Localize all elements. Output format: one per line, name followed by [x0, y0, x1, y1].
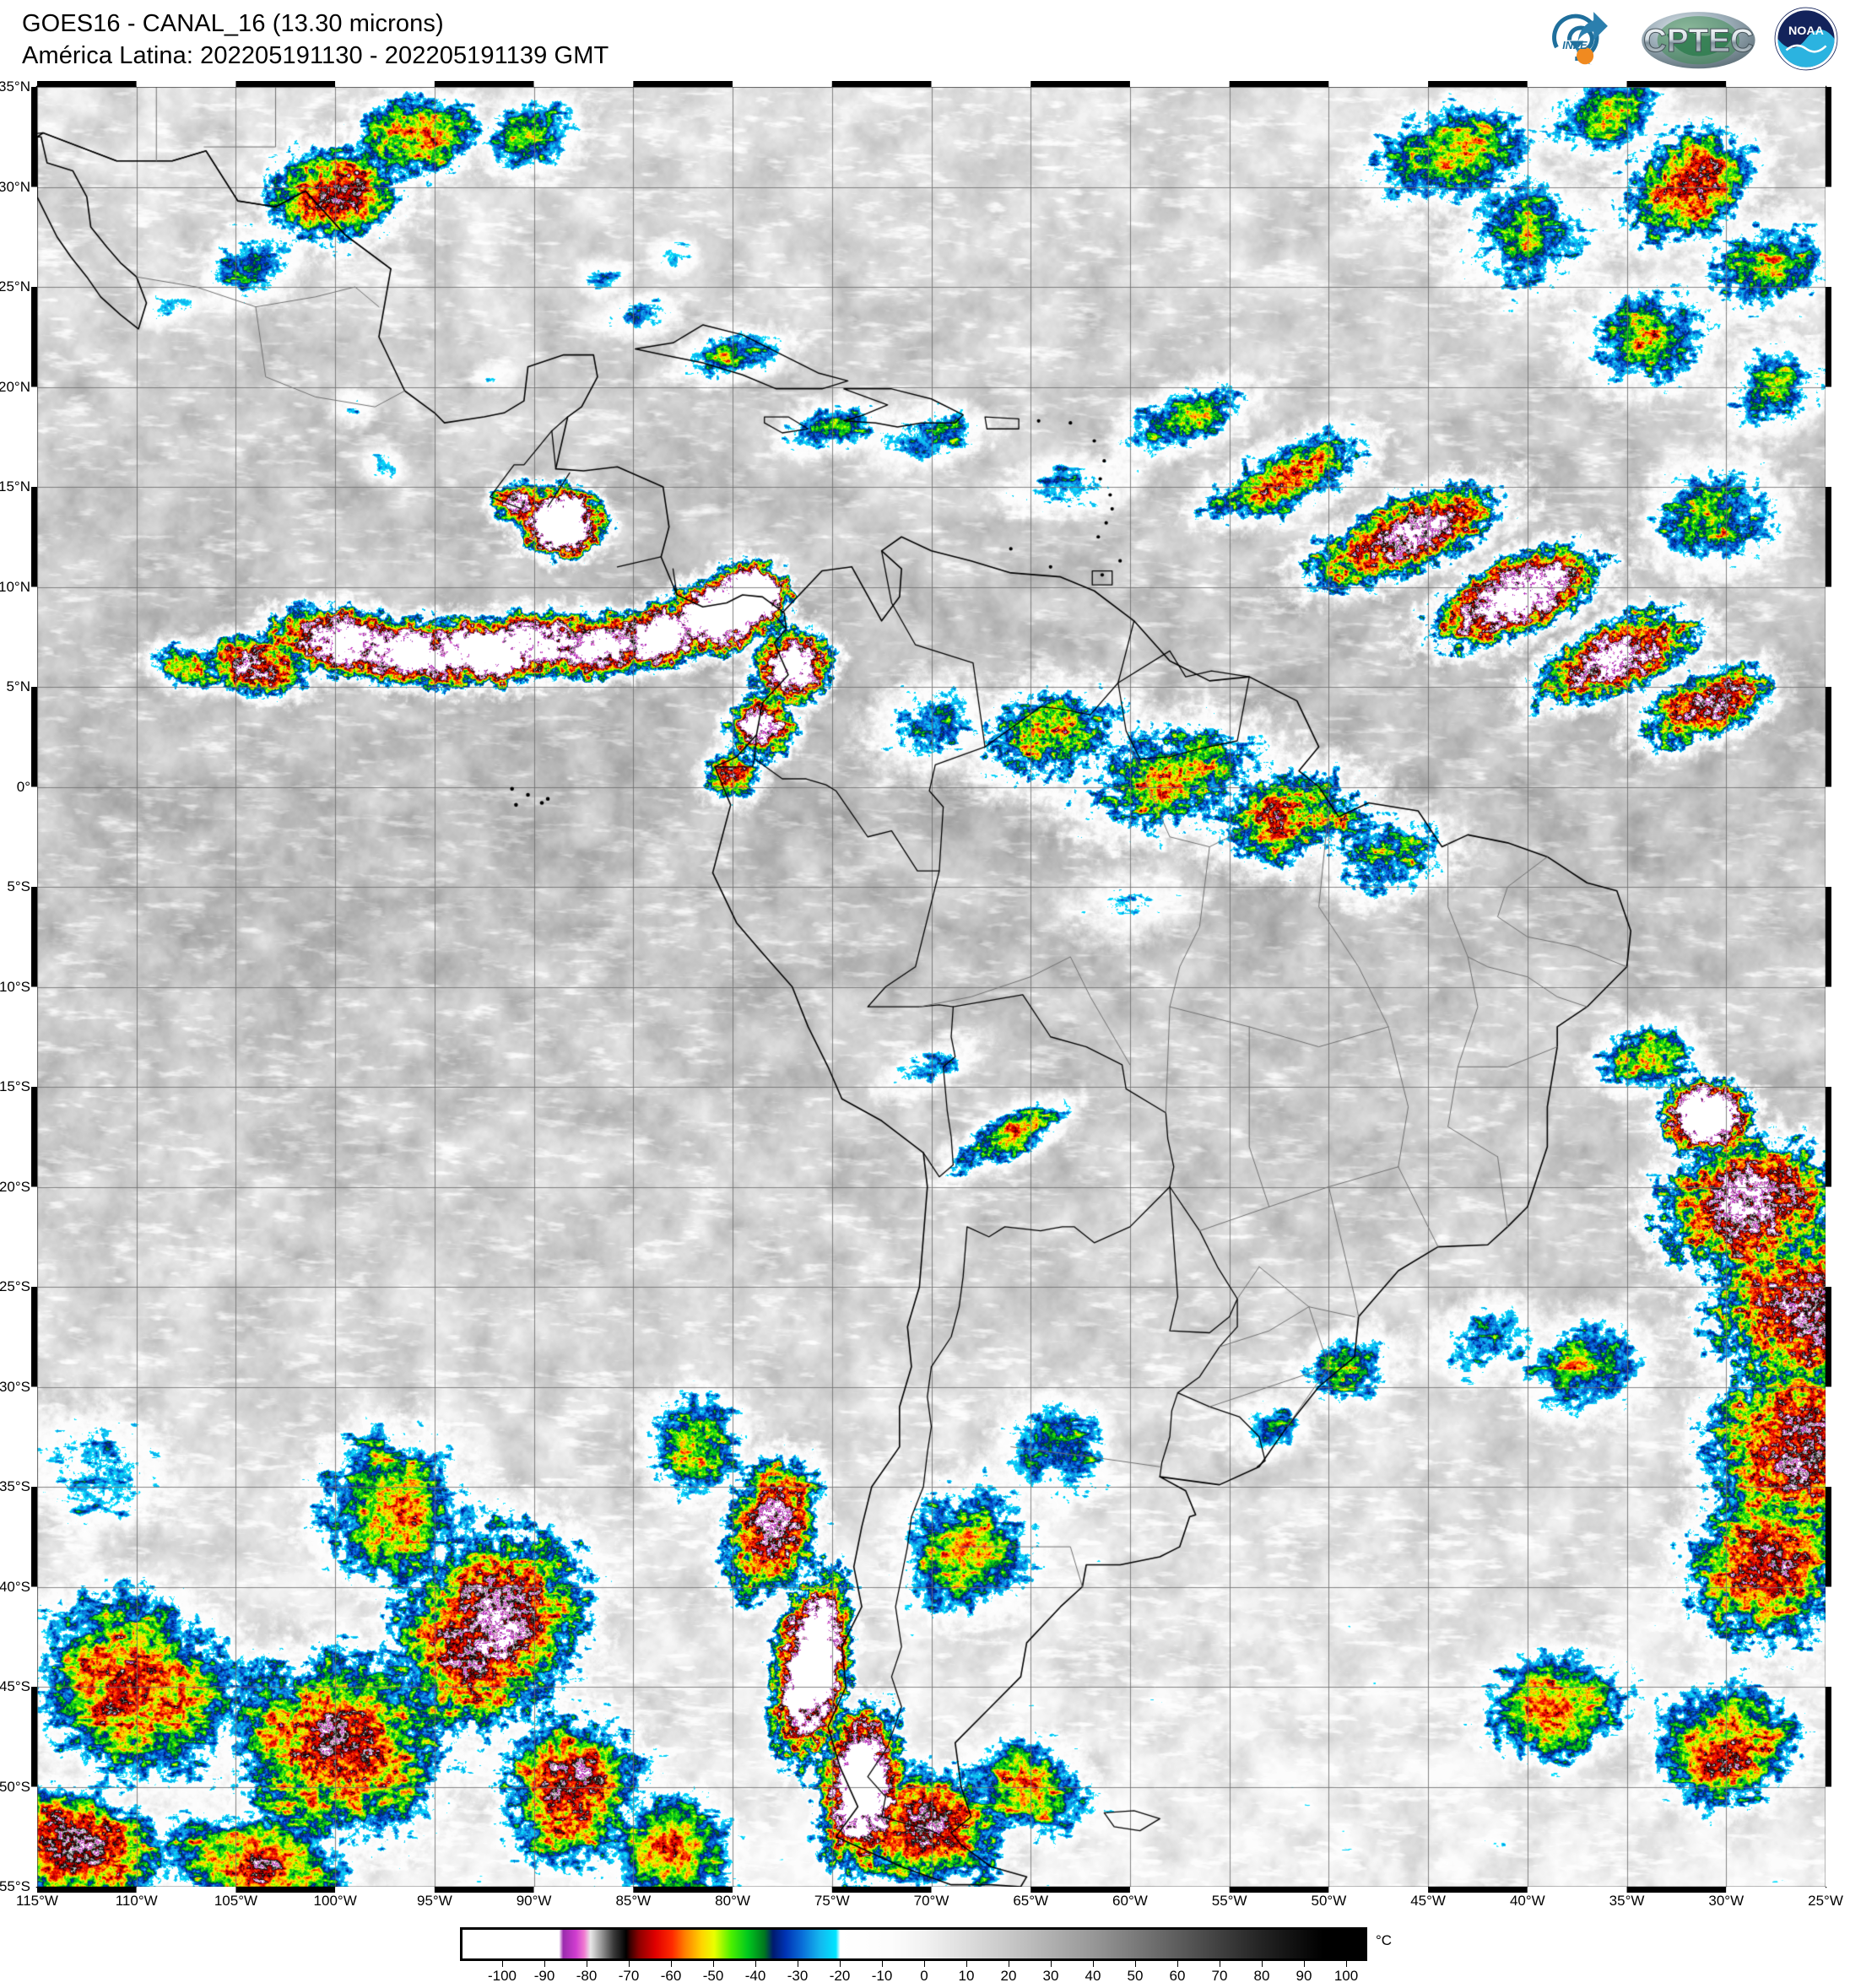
colorbar-tick-label: -50 [702, 1968, 724, 1984]
lat-tick-label: 25°N [0, 278, 30, 294]
lon-tick-label: 35°W [1609, 1893, 1645, 1909]
lat-tick-label: 25°S [0, 1278, 30, 1294]
colorbar-tick-label: 70 [1211, 1968, 1228, 1984]
lat-tick-label: 45°S [0, 1678, 30, 1694]
colorbar-unit-label: °C [1376, 1932, 1393, 1948]
colorbar-ticks [460, 1961, 1367, 1968]
lat-tick-label: 15°S [0, 1078, 30, 1094]
lat-tick-label: 15°N [0, 478, 30, 494]
colorbar-tick-label: 40 [1085, 1968, 1101, 1984]
colorbar-tick-label: 60 [1169, 1968, 1186, 1984]
colorbar-tick-label: 30 [1042, 1968, 1059, 1984]
lon-tick-label: 60°W [1112, 1893, 1148, 1909]
lon-tick-label: 95°W [416, 1893, 452, 1909]
colorbar-tick-label: -80 [576, 1968, 598, 1984]
lon-tick-label: 115°W [16, 1893, 58, 1909]
satellite-map[interactable] [31, 81, 1831, 1893]
lon-tick-label: 50°W [1311, 1893, 1347, 1909]
lat-tick-label: 20°N [0, 378, 30, 395]
lon-tick-label: 105°W [214, 1893, 258, 1909]
lon-tick-label: 80°W [715, 1893, 750, 1909]
lon-tick-label: 70°W [913, 1893, 949, 1909]
lon-tick-label: 65°W [1013, 1893, 1049, 1909]
lat-tick-label: 35°N [0, 78, 30, 95]
colorbar-gradient [462, 1930, 1365, 1958]
header: GOES16 - CANAL_16 (13.30 microns) Améric… [0, 0, 1850, 87]
lat-tick-label: 10°N [0, 578, 30, 595]
colorbar-tick-label: -40 [744, 1968, 766, 1984]
lat-tick-label: 30°S [0, 1378, 30, 1395]
lat-tick-label: 55°S [0, 1878, 30, 1894]
logo-strip: INPE CPTEC [1541, 2, 1842, 76]
longitude-axis: 115°W 110°W 105°W 100°W 95°W 90°W 85°W 80°W 75°W… [16, 1893, 1843, 1918]
lat-tick-label: 5°S [7, 878, 30, 894]
colorbar-tick-label: -90 [533, 1968, 555, 1984]
lon-tick-label: 75°W [814, 1893, 850, 1909]
colorbar-tick-label: 10 [958, 1968, 975, 1984]
inpe-logo-text: INPE [1563, 40, 1588, 51]
colorbar-tick-labels: -100 -90 -80 -70 -60 -50 -40 -30 -20 -10 0 10 20 30 40… [460, 1968, 1367, 1988]
lat-tick-label: 5°N [6, 678, 30, 694]
colorbar-tick-label: 0 [920, 1968, 928, 1984]
lon-tick-label: 25°W [1808, 1893, 1843, 1909]
cptec-logo: CPTEC [1642, 12, 1755, 69]
noaa-logo-text: NOAA [1788, 24, 1824, 38]
colorbar-tick-label: -70 [618, 1968, 640, 1984]
lon-tick-label: 100°W [313, 1893, 357, 1909]
inpe-logo: INPE [1552, 12, 1609, 65]
noaa-logo: NOAA [1772, 4, 1841, 73]
title-block: GOES16 - CANAL_16 (13.30 microns) Améric… [22, 8, 609, 72]
colorbar-tick-label: -30 [787, 1968, 809, 1984]
colorbar-tick-label: 100 [1333, 1968, 1359, 1984]
lat-tick-label: 50°S [0, 1778, 30, 1795]
lat-tick-label: 30°N [0, 178, 30, 195]
region-timestamp: América Latina: 202205191130 - 202205191… [22, 41, 609, 69]
lon-tick-label: 90°W [516, 1893, 552, 1909]
lon-tick-label: 85°W [615, 1893, 652, 1909]
colorbar-tick-label: -60 [660, 1968, 682, 1984]
lon-tick-label: 110°W [115, 1893, 158, 1909]
colorbar: -100 -90 -80 -70 -60 -50 -40 -30 -20 -10 0 10 20 30 40… [0, 1922, 1850, 1984]
colorbar-tick-label: 90 [1296, 1968, 1312, 1984]
lon-tick-label: 40°W [1509, 1893, 1545, 1909]
lon-tick-label: 45°W [1410, 1893, 1446, 1909]
satellite-imagery [37, 87, 1826, 1887]
colorbar-tick-label: -20 [829, 1968, 851, 1984]
colorbar-tick-label: 50 [1127, 1968, 1144, 1984]
lat-tick-label: 10°S [0, 978, 30, 995]
lat-tick-label: 35°S [0, 1478, 30, 1494]
latitude-axis: 35°N 30°N 25°N 20°N 15°N 10°N 5°N 0° 5°S 10°S 15°S… [0, 78, 30, 1894]
lon-tick-label: 55°W [1211, 1893, 1247, 1909]
product-title: GOES16 - CANAL_16 (13.30 microns) [22, 10, 444, 37]
colorbar-tick-label: 20 [1000, 1968, 1017, 1984]
lat-tick-label: 0° [16, 778, 30, 795]
lon-tick-label: 30°W [1708, 1893, 1745, 1909]
lat-tick-label: 20°S [0, 1178, 30, 1195]
colorbar-box [460, 1927, 1367, 1961]
cptec-logo-text: CPTEC [1643, 23, 1754, 59]
lat-tick-label: 40°S [0, 1578, 30, 1595]
colorbar-tick-label: -10 [871, 1968, 893, 1984]
colorbar-tick-label: -100 [487, 1968, 517, 1984]
colorbar-tick-label: 80 [1253, 1968, 1270, 1984]
